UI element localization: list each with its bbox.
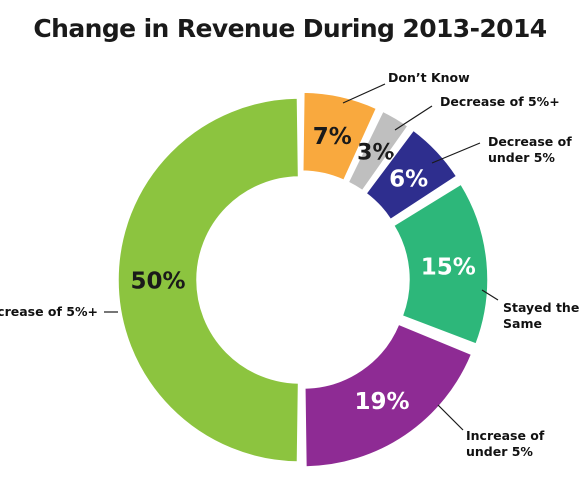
slice-don-t-know bbox=[301, 91, 378, 182]
callout-label: Decrease of 5%+ bbox=[440, 94, 560, 109]
slice-increase-of-5 bbox=[117, 97, 300, 463]
callout-label: Decrease of under 5% bbox=[488, 134, 572, 165]
slice-percent-label: 19% bbox=[355, 389, 410, 415]
callout-leader-line bbox=[394, 105, 433, 131]
callout-label: Don’t Know bbox=[388, 70, 470, 85]
slice-percent-label: 6% bbox=[389, 166, 428, 192]
slice-percent-label: 50% bbox=[130, 268, 185, 294]
slice-percent-label: 15% bbox=[421, 254, 476, 280]
slice-percent-label: 7% bbox=[313, 124, 352, 150]
slice-decrease-of-under-5 bbox=[365, 129, 458, 221]
slice-percent-label: 3% bbox=[357, 141, 394, 166]
callout-label: Increase of under 5% bbox=[466, 428, 545, 459]
callout-leader-line bbox=[481, 289, 499, 301]
callout-label: Increase of 5%+ bbox=[0, 304, 98, 319]
callout-label: Stayed the Same bbox=[503, 300, 579, 331]
slice-increase-of-under-5 bbox=[304, 323, 473, 468]
slice-decrease-of-5 bbox=[347, 110, 410, 192]
callout-leader-line bbox=[437, 404, 464, 431]
callout-leader-line bbox=[431, 142, 481, 164]
chart-title: Change in Revenue During 2013-2014 bbox=[33, 14, 547, 43]
slice-stayed-the-same bbox=[392, 183, 489, 346]
callout-leader-line bbox=[342, 83, 386, 104]
